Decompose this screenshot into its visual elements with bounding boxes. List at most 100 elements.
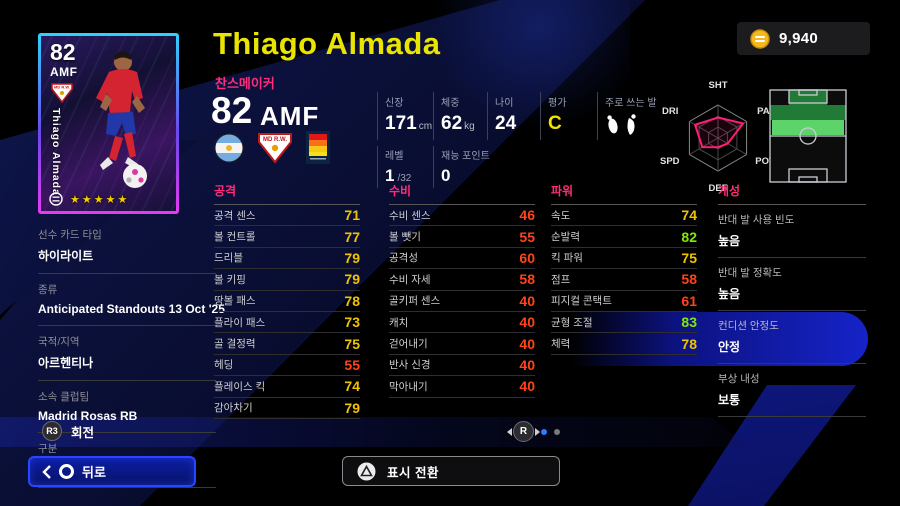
stat-row: 걷어내기 40 — [389, 333, 535, 355]
stat-value: 40 — [519, 314, 535, 331]
personality-label: 부상 내성 — [718, 373, 760, 385]
personality-value: 높음 — [718, 234, 741, 248]
page-dot[interactable] — [554, 428, 560, 435]
stat-row: 수비 센스 46 — [389, 205, 535, 227]
chevron-left-icon — [42, 464, 51, 479]
stat-row: 볼 뺏기 55 — [389, 226, 535, 248]
position-label: AMF — [260, 101, 320, 131]
stat-label: 걷어내기 — [389, 338, 428, 351]
level-value: 1 — [385, 166, 395, 185]
player-card: 82 AMF MD R.W. Thiago Almada ★★★★★ — [38, 33, 179, 214]
stat-label: 캐치 — [389, 316, 409, 329]
toggle-display-button[interactable]: 표시 전환 — [342, 456, 560, 486]
stat-value: 83 — [681, 314, 697, 331]
stat-row: 볼 키핑 79 — [214, 269, 360, 291]
stat-value: 71 — [344, 207, 360, 224]
stat-value: 61 — [681, 292, 697, 309]
page-indicator: R — [507, 421, 560, 442]
stat-row: 플라이 패스 73 — [214, 312, 360, 334]
stat-row: 균형 조절 83 — [551, 312, 697, 334]
column-title: 파워 — [551, 182, 697, 205]
playstyle-label: 찬스메이커 — [215, 76, 275, 91]
stat-row: 순발력 82 — [551, 226, 697, 248]
card-stars: ★★★★★ — [70, 193, 130, 206]
stat-label: 볼 뺏기 — [389, 231, 421, 244]
league-badge-icon — [306, 131, 330, 164]
stat-label: 순발력 — [551, 231, 580, 244]
radar-label-sht: SHT — [708, 80, 728, 91]
weight-block: 체중 62 kg — [441, 98, 475, 134]
stat-value: 79 — [344, 399, 360, 416]
card-info-value: Anticipated Standouts 13 Oct '25 — [38, 302, 225, 316]
toggle-display-label: 표시 전환 — [387, 465, 439, 480]
argentina-flag-icon — [214, 133, 244, 162]
card-info-label: 구분 — [38, 443, 58, 455]
stat-row: 캐치 40 — [389, 312, 535, 334]
stat-value: 55 — [344, 356, 360, 373]
stat-label: 속도 — [551, 209, 571, 222]
stick-arrow-right-icon — [535, 428, 540, 436]
coin-icon — [750, 28, 770, 49]
background-top-glow — [430, 0, 630, 130]
rotate-hint: R3 회전 — [42, 421, 94, 441]
stat-value: 40 — [519, 292, 535, 309]
stat-label: 공격성 — [389, 252, 418, 265]
card-info-panel: 선수 카드 타입 하이라이트 종류 Anticipated Standouts … — [38, 219, 225, 488]
stat-row: 골키퍼 센스 40 — [389, 291, 535, 312]
card-info-field: 종류 Anticipated Standouts 13 Oct '25 — [38, 274, 225, 326]
stat-value: 75 — [681, 249, 697, 266]
stat-label: 수비 자세 — [389, 273, 431, 286]
card-info-field: 소속 클럽팀 Madrid Rosas RB — [38, 381, 216, 433]
stat-row: 헤딩 55 — [214, 355, 360, 377]
personality-value: 안정 — [718, 340, 741, 354]
player-image — [96, 51, 147, 188]
card-info-value: Madrid Rosas RB — [38, 409, 138, 423]
page-dot-active[interactable] — [541, 428, 547, 435]
column-title: 공격 — [214, 182, 360, 205]
stat-row: 킥 파워 75 — [551, 248, 697, 270]
personality-value: 높음 — [718, 287, 741, 301]
svg-text:MD R.W.: MD R.W. — [263, 137, 287, 143]
stat-label: 반사 신경 — [389, 359, 431, 372]
card-info-field: 선수 카드 타입 하이라이트 — [38, 219, 216, 274]
grade-value: C — [548, 113, 562, 134]
stat-row: 공격성 60 — [389, 248, 535, 270]
stat-label: 볼 컨트롤 — [214, 231, 256, 244]
ability-radar-chart: SHT PAS POW DEF SPD DRI — [660, 80, 778, 194]
rotate-hint-label: 회전 — [71, 425, 95, 440]
club-badge-icon: MD R.W. — [258, 132, 292, 164]
preferred-foot-icon — [607, 114, 636, 135]
age-block: 나이 24 — [495, 98, 517, 134]
talent-points-value: 0 — [441, 166, 451, 185]
height-block: 신장 171 cm — [385, 98, 433, 134]
personality-value: 보통 — [718, 393, 741, 407]
personality-row: 반대 발 사용 빈도 높음 — [718, 205, 866, 258]
svg-text:MD R.W.: MD R.W. — [54, 85, 70, 90]
stat-label: 헤딩 — [214, 359, 234, 372]
radar-label-pas: PAS — [757, 106, 776, 117]
stat-label: 공격 센스 — [214, 209, 256, 222]
stat-label: 킥 파워 — [551, 252, 583, 265]
stat-row: 피지컬 콘택트 61 — [551, 291, 697, 312]
efootball-logo-icon — [49, 192, 63, 206]
radar-label-pow: POW — [755, 156, 778, 167]
height-value: 171 — [385, 113, 417, 134]
stat-value: 74 — [344, 378, 360, 395]
stat-row: 골 결정력 75 — [214, 333, 360, 355]
stat-label: 균형 조절 — [551, 316, 593, 329]
club-badge-icon: MD R.W. — [51, 83, 73, 103]
back-button[interactable]: 뒤로 — [28, 456, 196, 487]
personality-label: 컨디션 안정도 — [718, 320, 779, 332]
card-info-label: 소속 클럽팀 — [38, 391, 90, 403]
stat-label: 땅볼 패스 — [214, 295, 256, 308]
personality-column: 개성 반대 발 사용 빈도 높음 반대 발 정확도 높음 컨디션 안정도 안정 … — [718, 182, 866, 417]
stat-value: 46 — [519, 207, 535, 224]
column-title: 개성 — [718, 182, 866, 205]
stat-value: 78 — [681, 335, 697, 352]
personality-label: 반대 발 사용 빈도 — [718, 214, 795, 226]
stat-label: 체력 — [551, 338, 571, 351]
stat-value: 75 — [344, 335, 360, 352]
stat-row: 플레이스 킥 74 — [214, 376, 360, 398]
stat-label: 플레이스 킥 — [214, 380, 266, 393]
